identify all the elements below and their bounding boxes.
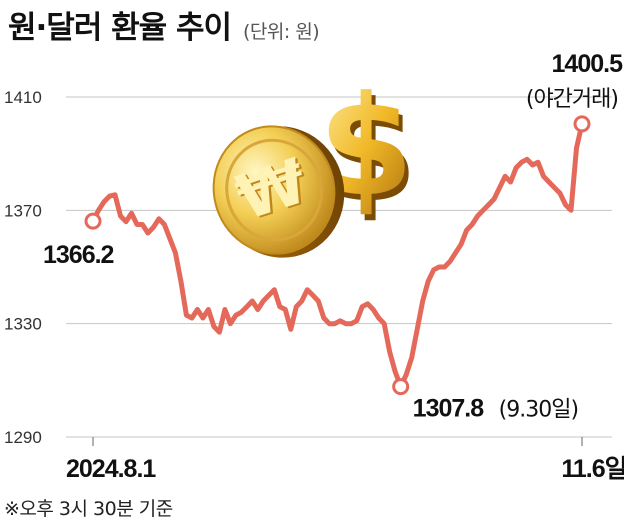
y-tick-label: 1410 xyxy=(4,88,42,107)
won-coin-icon: ₩ ₩ xyxy=(212,125,345,258)
highlight-markers xyxy=(84,115,591,396)
y-tick-label: 1370 xyxy=(4,201,42,220)
footnote: ※오후 3시 30분 기준 xyxy=(4,498,173,520)
chart-header: 원·달러 환율 추이 (단위: 원) xyxy=(8,2,320,46)
value-label: 1366.2 xyxy=(43,241,114,269)
chart-title: 원·달러 환율 추이 xyxy=(8,10,232,46)
value-annotations: 1366.2 1307.8 (9.30일) 1400.5 (야간거래) xyxy=(43,50,624,423)
highlight-marker xyxy=(573,115,591,133)
exchange-rate-line xyxy=(90,121,585,390)
y-tick-label: 1290 xyxy=(4,428,42,447)
y-tick-label: 1330 xyxy=(4,315,42,334)
x-tick-label: 11.6일 xyxy=(561,455,624,483)
value-label: 1307.8 xyxy=(413,395,485,423)
dollar-sign-icon: $ $ xyxy=(318,66,418,233)
value-note: (9.30일) xyxy=(499,398,578,423)
x-tick-label: 2024.8.1 xyxy=(66,455,156,483)
highlight-marker xyxy=(84,212,102,230)
y-axis-tick-labels: 1410 1370 1330 1290 xyxy=(4,88,42,447)
value-label: 1400.5 xyxy=(552,50,624,78)
unit-label: (단위: 원) xyxy=(243,21,320,43)
x-axis-ticks: 2024.8.1 11.6일 xyxy=(66,437,624,483)
value-note: (야간거래) xyxy=(526,87,618,112)
highlight-marker xyxy=(392,378,410,396)
